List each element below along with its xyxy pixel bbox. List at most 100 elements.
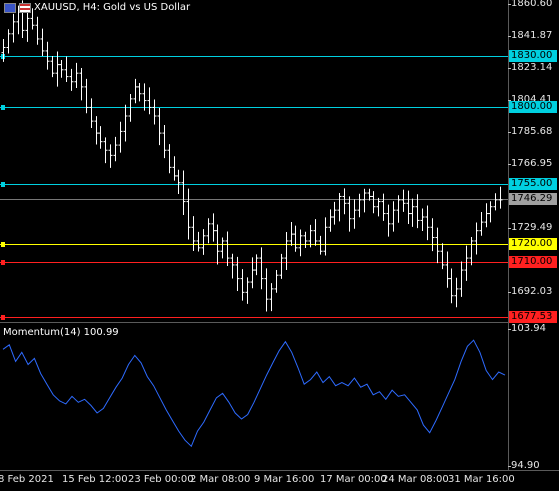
time-tick-label: 8 Feb 2021 [0,474,54,485]
price-bar [225,231,230,267]
price-bar [488,201,493,223]
price-bar [347,196,352,232]
price-bar [352,199,357,229]
chart-title-text: XAUUSD, H4: Gold vs US Dollar [34,2,191,13]
price-bar [328,209,333,232]
momentum-label: Momentum(14) 100.99 [3,327,119,338]
price-bar [206,218,211,244]
price-bar [1,39,6,62]
price-tick-label: 1729.49 [507,222,553,234]
price-bar [396,195,401,223]
price-bar [440,243,445,270]
price-bar [279,253,284,279]
price-bar [220,237,225,259]
time-tick-label: 23 Feb 00:00 [128,474,194,485]
price-bar [79,68,84,101]
price-bar [186,188,191,240]
price-bar [474,222,479,255]
axis-separator [508,0,509,470]
momentum-line [2,339,506,448]
level-price-tag[interactable]: 1677.53 [509,311,557,323]
price-bar [118,121,123,153]
price-bar [401,189,406,212]
price-bar [94,116,99,145]
price-bar [147,87,152,115]
level-handle[interactable] [1,105,5,110]
price-bar [172,156,177,181]
price-bar [464,245,469,281]
price-bar [84,78,89,114]
price-bar [240,269,245,301]
price-bar [69,68,74,91]
price-bar [11,13,16,43]
price-bar [230,253,235,279]
time-tick-label: 2 Mar 08:00 [190,474,251,485]
price-bar [484,203,489,228]
price-tick-label: 1785.68 [507,125,553,137]
price-bar [181,170,186,215]
price-tick-label: 1692.03 [507,286,553,298]
gold-flag-icon [4,2,16,13]
price-bar [176,169,181,195]
price-bar [191,216,196,251]
price-bar [108,144,113,168]
time-axis: 8 Feb 2021 15 Feb 12:00 23 Feb 00:00 2 Mar … [0,470,559,491]
price-bar [167,144,172,174]
level-price-tag[interactable]: 1830.00 [509,50,557,62]
price-bar [162,125,167,159]
price-bar [415,194,420,229]
momentum-tick-label: 94.90 [508,460,540,471]
price-bar [323,217,328,256]
price-bar [469,237,474,266]
price-bar [435,227,440,264]
momentum-axis: 103.94 94.90 [508,322,559,471]
level-handle[interactable] [1,315,5,320]
price-bar [201,229,206,255]
time-tick-label: 15 Feb 12:00 [62,474,128,485]
price-bar [235,256,240,292]
price-bar [430,218,435,252]
price-bar [254,254,259,276]
price-bar [128,94,133,122]
time-axis-separator [0,470,559,471]
price-bar [196,231,201,252]
level-price-tag[interactable]: 1710.00 [509,256,557,268]
level-handle[interactable] [1,260,5,265]
price-bar [376,197,381,217]
price-tick-label: 1804.41 [507,93,553,105]
level-price-tag[interactable]: 1755.00 [509,178,557,190]
price-bar [98,126,103,149]
price-bar [386,204,391,237]
momentum-tick-label: 103.94 [508,323,546,334]
price-bar [259,247,264,290]
price-bar [55,51,60,87]
level-handle[interactable] [1,182,5,187]
level-price-tag[interactable]: 1720.00 [509,238,557,250]
price-bar [25,12,30,42]
price-bar [391,201,396,232]
price-bar [289,222,294,246]
price-bar [264,268,269,312]
price-bar [74,62,79,89]
price-bar [157,108,162,146]
price-bar [215,224,220,265]
price-bar [479,211,484,236]
price-bar [103,137,108,164]
price-bar [449,268,454,304]
price-bar [332,201,337,225]
price-bar [425,205,430,241]
price-bar [362,188,367,213]
price-bar [337,192,342,222]
price-bar [137,82,142,102]
level-handle[interactable] [1,242,5,247]
price-chart[interactable] [0,0,508,322]
price-bar [123,104,128,142]
price-axis: 1860.60 1841.87 1823.14 1804.41 1785.68 1766.… [507,0,559,322]
level-price-tag[interactable]: 1800.00 [509,101,557,113]
price-bar [245,277,250,304]
current-price-tag[interactable]: 1746.29 [509,193,557,205]
price-bar [133,78,138,104]
momentum-chart[interactable] [0,325,508,470]
price-bar [313,219,318,246]
price-bar [367,188,372,201]
